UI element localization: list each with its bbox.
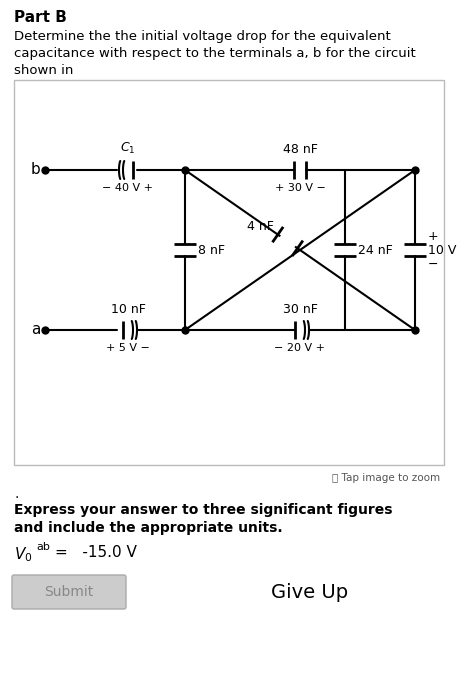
Text: ab: ab <box>36 542 50 552</box>
Text: Part B: Part B <box>14 10 67 25</box>
Text: a: a <box>31 323 40 337</box>
Text: +: + <box>428 230 439 242</box>
Text: ⧗ Tap image to zoom: ⧗ Tap image to zoom <box>332 473 440 483</box>
Text: 10 nF: 10 nF <box>110 303 146 316</box>
Text: Submit: Submit <box>44 585 93 599</box>
Text: $C_1$: $C_1$ <box>120 141 136 156</box>
Text: and include the appropriate units.: and include the appropriate units. <box>14 521 283 535</box>
Text: Give Up: Give Up <box>272 582 349 601</box>
Text: 30 nF: 30 nF <box>283 303 317 316</box>
Text: 4 nF: 4 nF <box>247 220 274 233</box>
Text: =   -15.0 V: = -15.0 V <box>55 545 137 560</box>
Text: $V_0$: $V_0$ <box>14 545 33 564</box>
Text: Determine the the initial voltage drop for the equivalent: Determine the the initial voltage drop f… <box>14 30 391 43</box>
Text: − 20 V +: − 20 V + <box>274 343 326 353</box>
Text: + 30 V −: + 30 V − <box>274 183 326 193</box>
Text: 24 nF: 24 nF <box>358 244 393 256</box>
Text: capacitance with respect to the terminals a, b for the circuit: capacitance with respect to the terminal… <box>14 47 416 60</box>
Text: Express your answer to three significant figures: Express your answer to three significant… <box>14 503 393 517</box>
Text: 10 V: 10 V <box>428 244 456 256</box>
Text: b: b <box>30 162 40 178</box>
Text: .: . <box>14 487 18 501</box>
Text: −: − <box>428 258 438 270</box>
Bar <box>14 80 444 465</box>
FancyBboxPatch shape <box>12 575 126 609</box>
Text: shown in: shown in <box>14 64 73 77</box>
Text: + 5 V −: + 5 V − <box>106 343 150 353</box>
Text: − 40 V +: − 40 V + <box>103 183 153 193</box>
Text: 48 nF: 48 nF <box>283 143 317 156</box>
Text: 8 nF: 8 nF <box>198 244 225 256</box>
